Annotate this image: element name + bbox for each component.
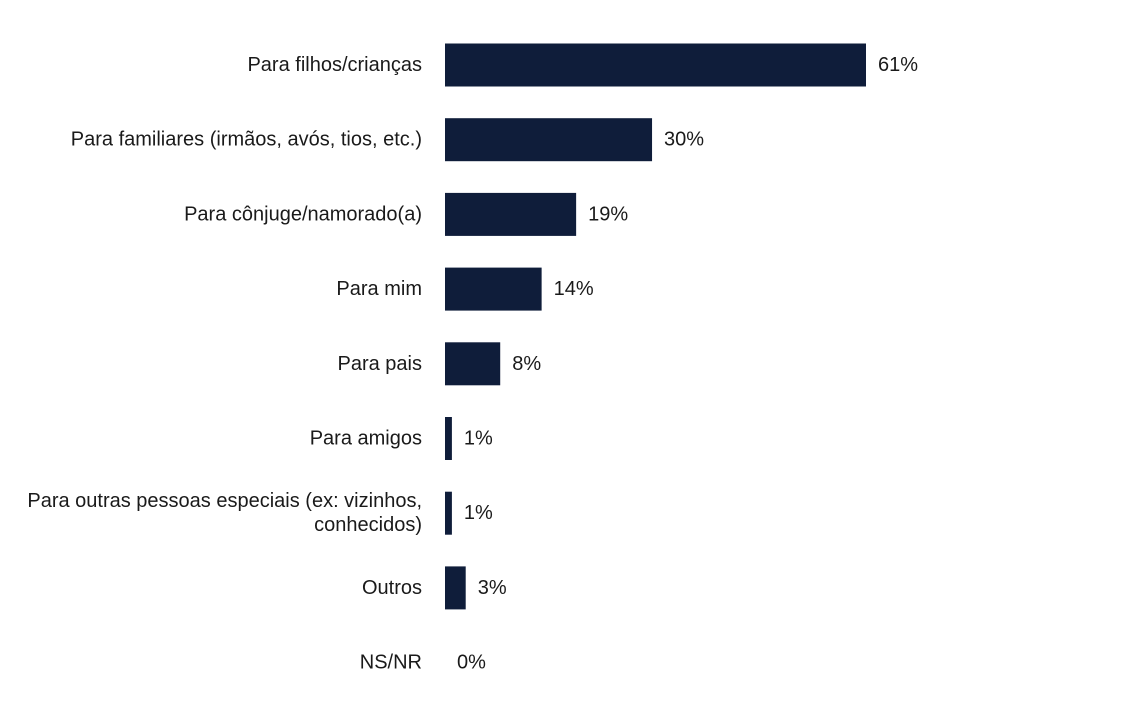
category-labels-group: Para filhos/crianças Para familiares (irm…	[27, 54, 422, 674]
value-label-2: 19%	[588, 203, 628, 225]
bar-3	[445, 267, 542, 311]
bar-4	[445, 342, 501, 386]
value-labels-group: 61% 30% 19% 14% 8% 1% 1% 3% 0%	[457, 54, 918, 674]
category-label-0: Para filhos/crianças	[247, 54, 422, 76]
bar-2	[445, 192, 577, 236]
category-label-2: Para cônjuge/namorado(a)	[184, 203, 422, 225]
category-label-7: Outros	[362, 577, 422, 599]
value-label-8: 0%	[457, 652, 486, 674]
category-label-3: Para mim	[336, 278, 422, 300]
value-label-5: 1%	[464, 428, 493, 450]
value-label-7: 3%	[478, 577, 507, 599]
bar-5	[445, 417, 452, 460]
bar-6	[445, 491, 452, 535]
category-label-1: Para familiares (irmãos, avós, tios, etc…	[71, 129, 422, 151]
bars-group	[445, 43, 866, 610]
category-label-4: Para pais	[338, 353, 423, 375]
bar-1	[445, 118, 653, 162]
value-label-3: 14%	[554, 278, 594, 300]
value-label-4: 8%	[512, 353, 541, 375]
category-label-8: NS/NR	[360, 652, 422, 674]
category-label-6: Para outras pessoas especiais (ex: vizin…	[27, 490, 422, 536]
category-label-5: Para amigos	[310, 428, 422, 450]
value-label-1: 30%	[664, 129, 704, 151]
bar-7	[445, 566, 466, 610]
value-label-0: 61%	[878, 54, 918, 76]
bar-0	[445, 43, 866, 87]
value-label-6: 1%	[464, 502, 493, 524]
